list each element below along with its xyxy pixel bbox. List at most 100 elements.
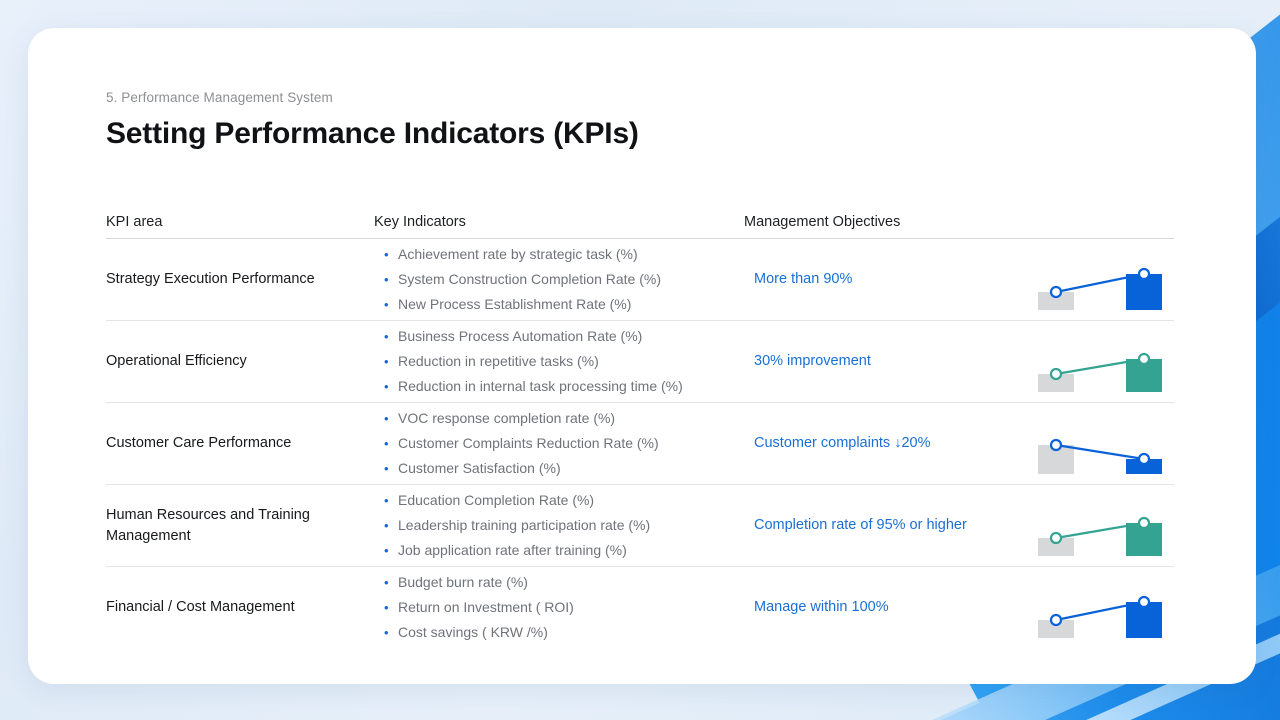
- trend-point-before: [1049, 438, 1063, 451]
- bullet-icon: •: [384, 297, 389, 312]
- kpi-trend-chart: [1024, 248, 1184, 312]
- key-indicator-text: VOC response completion rate (%): [398, 410, 616, 426]
- trend-point-before: [1049, 613, 1063, 626]
- bullet-icon: •: [384, 600, 389, 615]
- trend-line: [1055, 443, 1145, 460]
- trend-point-before: [1049, 367, 1063, 380]
- key-indicator-list: • Education Completion Rate (%) • Leadershi…: [384, 488, 754, 563]
- key-indicator-list: • VOC response completion rate (%) • Custom…: [384, 406, 754, 481]
- management-objective-text: 30% improvement: [754, 353, 871, 370]
- bullet-icon: •: [384, 272, 389, 287]
- key-indicator-item: • Return on Investment ( ROI): [384, 595, 754, 620]
- bullet-icon: •: [384, 543, 389, 558]
- key-indicator-item: • VOC response completion rate (%): [384, 406, 754, 431]
- trend-point-after: [1137, 267, 1151, 280]
- key-indicator-text: Leadership training participation rate (…: [398, 517, 651, 533]
- table-row: Financial / Cost Management • Budget burn …: [106, 567, 1174, 648]
- key-indicator-text: Budget burn rate (%): [398, 574, 528, 590]
- key-indicator-list: • Business Process Automation Rate (%) • Re…: [384, 324, 754, 399]
- kpi-trend-chart: [1024, 330, 1184, 394]
- kpi-area-label: Customer Care Performance: [106, 435, 292, 452]
- column-header-kpi-area: KPI area: [106, 214, 163, 230]
- bullet-icon: •: [384, 354, 389, 369]
- key-indicator-text: Cost savings ( KRW /%): [398, 624, 548, 640]
- trend-bar-after: [1126, 458, 1162, 474]
- bullet-icon: •: [384, 493, 389, 508]
- key-indicator-list: • Achievement rate by strategic task (%) •…: [384, 242, 754, 317]
- management-objective-text: Customer complaints ↓20%: [754, 435, 931, 452]
- trend-bar-before: [1038, 291, 1074, 310]
- bullet-icon: •: [384, 379, 389, 394]
- key-indicator-item: • Customer Complaints Reduction Rate (%): [384, 431, 754, 456]
- key-indicator-item: • Reduction in internal task processing t…: [384, 374, 754, 399]
- key-indicator-item: • New Process Establishment Rate (%): [384, 292, 754, 317]
- table-row: Customer Care Performance • VOC response c…: [106, 403, 1174, 485]
- bullet-icon: •: [384, 436, 389, 451]
- key-indicator-item: • System Construction Completion Rate (%): [384, 267, 754, 292]
- trend-bar-before: [1038, 537, 1074, 556]
- key-indicator-item: • Reduction in repetitive tasks (%): [384, 349, 754, 374]
- bullet-icon: •: [384, 411, 389, 426]
- kpi-area-label: Strategy Execution Performance: [106, 271, 315, 288]
- section-eyebrow: 5. Performance Management System: [106, 90, 333, 105]
- key-indicator-item: • Cost savings ( KRW /%): [384, 620, 754, 645]
- bullet-icon: •: [384, 329, 389, 344]
- table-row: Strategy Execution Performance • Achieveme…: [106, 239, 1174, 321]
- key-indicator-item: • Achievement rate by strategic task (%): [384, 242, 754, 267]
- trend-line: [1055, 357, 1145, 375]
- key-indicator-text: Business Process Automation Rate (%): [398, 328, 643, 344]
- column-header-key-indicators: Key Indicators: [374, 214, 466, 230]
- key-indicator-text: Reduction in repetitive tasks (%): [398, 353, 599, 369]
- slide-card: 5. Performance Management System Setting…: [28, 28, 1256, 684]
- bullet-icon: •: [384, 575, 389, 590]
- key-indicator-text: Reduction in internal task processing ti…: [398, 378, 683, 394]
- kpi-table: KPI area Key Indicators Management Objec…: [106, 198, 1174, 648]
- trend-line: [1055, 600, 1145, 621]
- key-indicator-text: Customer Complaints Reduction Rate (%): [398, 435, 659, 451]
- bullet-icon: •: [384, 518, 389, 533]
- trend-line: [1055, 272, 1145, 293]
- table-header-row: KPI area Key Indicators Management Objec…: [106, 198, 1174, 239]
- page-title: Setting Performance Indicators (KPIs): [106, 117, 639, 150]
- key-indicator-item: • Customer Satisfaction (%): [384, 456, 754, 481]
- trend-line: [1055, 521, 1145, 539]
- bullet-icon: •: [384, 461, 389, 476]
- kpi-trend-chart: [1024, 494, 1184, 558]
- kpi-trend-chart: [1024, 576, 1184, 640]
- kpi-trend-chart: [1024, 412, 1184, 476]
- key-indicator-text: Achievement rate by strategic task (%): [398, 246, 638, 262]
- key-indicator-item: • Budget burn rate (%): [384, 570, 754, 595]
- key-indicator-text: Education Completion Rate (%): [398, 492, 595, 508]
- table-body: Strategy Execution Performance • Achieveme…: [106, 239, 1174, 648]
- key-indicator-list: • Budget burn rate (%) • Return on Investme…: [384, 570, 754, 645]
- key-indicator-item: • Business Process Automation Rate (%): [384, 324, 754, 349]
- key-indicator-text: System Construction Completion Rate (%): [398, 271, 661, 287]
- column-header-management-objectives: Management Objectives: [744, 214, 901, 230]
- management-objective-text: More than 90%: [754, 271, 853, 288]
- bullet-icon: •: [384, 625, 389, 640]
- bullet-icon: •: [384, 247, 389, 262]
- kpi-area-label: Operational Efficiency: [106, 353, 247, 370]
- key-indicator-text: New Process Establishment Rate (%): [398, 296, 632, 312]
- table-row: Operational Efficiency • Business Process …: [106, 321, 1174, 403]
- kpi-area-label: Financial / Cost Management: [106, 599, 295, 616]
- table-row: Human Resources and Training Management •…: [106, 485, 1174, 567]
- key-indicator-item: • Leadership training participation rate …: [384, 513, 754, 538]
- key-indicator-text: Return on Investment ( ROI): [398, 599, 574, 615]
- trend-point-after: [1137, 452, 1151, 465]
- trend-bar-before: [1038, 373, 1074, 392]
- key-indicator-text: Customer Satisfaction (%): [398, 460, 561, 476]
- key-indicator-text: Job application rate after training (%): [398, 542, 627, 558]
- key-indicator-item: • Job application rate after training (%): [384, 538, 754, 563]
- trend-point-after: [1137, 352, 1151, 365]
- trend-point-before: [1049, 531, 1063, 544]
- trend-bar-before: [1038, 619, 1074, 638]
- key-indicator-item: • Education Completion Rate (%): [384, 488, 754, 513]
- trend-point-after: [1137, 516, 1151, 529]
- management-objective-text: Completion rate of 95% or higher: [754, 517, 967, 534]
- trend-point-after: [1137, 595, 1151, 608]
- management-objective-text: Manage within 100%: [754, 599, 889, 616]
- trend-point-before: [1049, 285, 1063, 298]
- kpi-area-label: Human Resources and Training Management: [106, 506, 310, 544]
